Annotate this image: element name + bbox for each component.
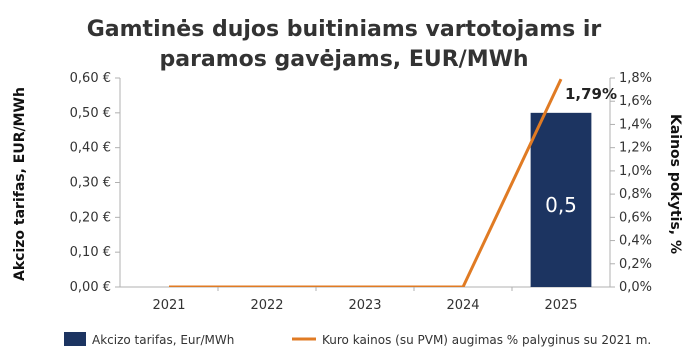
x-tick-label: 2024 xyxy=(446,298,479,313)
y2-tick-label: 0,8% xyxy=(619,187,652,202)
line-series xyxy=(169,78,563,287)
chart-title-line-2: paramos gavėjams, EUR/MWh xyxy=(159,47,528,72)
x-tick-label: 2023 xyxy=(348,298,381,313)
y-tick-label: 0,30 € xyxy=(70,176,111,191)
y-tick-label: 0,10 € xyxy=(70,245,111,260)
x-tick-label: 2021 xyxy=(152,298,185,313)
y2-tick-label: 1,6% xyxy=(619,94,652,109)
legend-swatch-bar xyxy=(64,332,86,346)
y2-tick-label: 1,4% xyxy=(619,117,652,132)
y2-tick-label: 1,2% xyxy=(619,141,652,156)
y2-axis-title: Kainos pokytis, % xyxy=(667,114,683,254)
y-tick-label: 0,40 € xyxy=(70,141,111,156)
y-axis-title: Akcizo tarifas, EUR/MWh xyxy=(12,87,28,281)
y-tick-label: 0,20 € xyxy=(70,210,111,225)
y2-tick-label: 0,2% xyxy=(619,257,652,272)
y2-tick-label: 1,0% xyxy=(619,164,652,179)
plot-area: 0,00 € 0,10 € 0,20 € 0,30 € 0,40 € 0,50 € 0,60… xyxy=(70,71,652,313)
bar-data-label: 0,5 xyxy=(545,193,577,217)
line-annotation: 1,79% xyxy=(565,85,617,103)
y2-tick-label: 0,6% xyxy=(619,210,652,225)
y2-tick-label: 0,4% xyxy=(619,234,652,249)
bar xyxy=(530,112,592,287)
chart-title-line-1: Gamtinės dujos buitiniams vartotojams ir xyxy=(87,17,602,42)
y-tick-label: 0,60 € xyxy=(70,71,111,86)
x-tick-label: 2025 xyxy=(544,298,577,313)
chart-title: Gamtinės dujos buitiniams vartotojams ir… xyxy=(87,17,602,72)
y2-tick-label: 0,0% xyxy=(619,280,652,295)
y-tick-label: 0,50 € xyxy=(70,106,111,121)
y-tick-label: 0,00 € xyxy=(70,280,111,295)
x-tick-label: 2022 xyxy=(250,298,283,313)
y2-tick-label: 1,8% xyxy=(619,71,652,86)
legend-label-line: Kuro kainos (su PVM) augimas % palyginus… xyxy=(322,333,651,347)
legend-label-bar: Akcizo tarifas, Eur/MWh xyxy=(92,333,234,347)
legend: Akcizo tarifas, Eur/MWh Kuro kainos (su … xyxy=(64,332,651,347)
